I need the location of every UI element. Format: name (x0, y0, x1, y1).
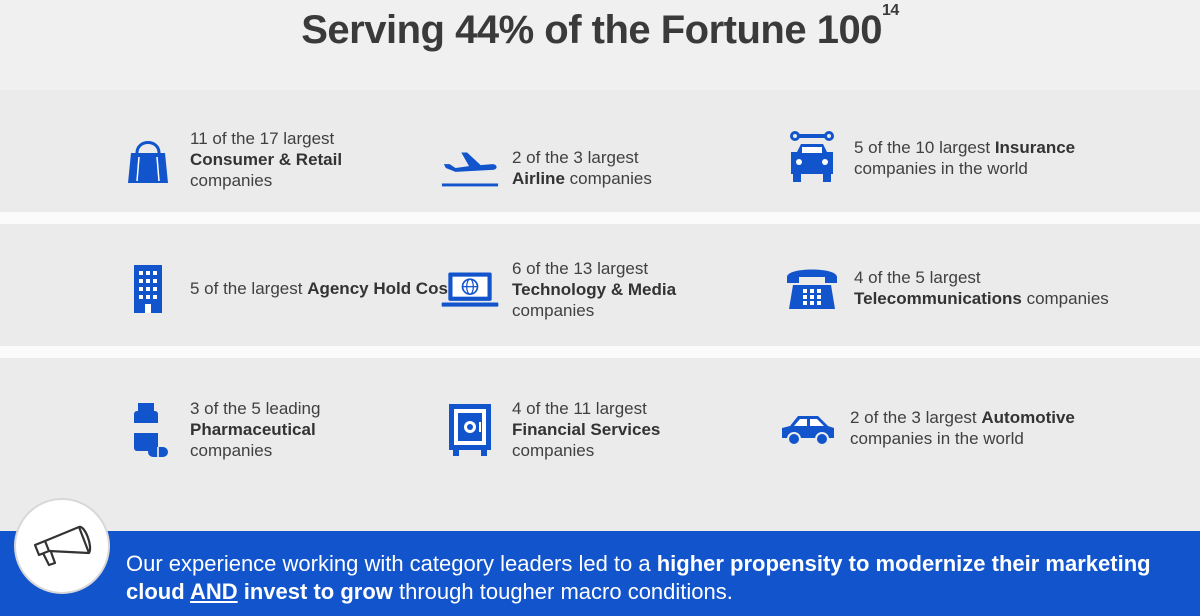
car-repair-icon (782, 128, 842, 188)
stat-financial: 4 of the 11 largest Financial Services com… (440, 398, 660, 461)
office-building-icon (118, 258, 178, 318)
stat-telecom: 4 of the 5 largest Telecommunications com… (782, 258, 1109, 318)
row-band-2 (0, 224, 1200, 346)
stat-text: 2 of the 3 largest Airline companies (512, 148, 652, 188)
footnote-marker: 14 (881, 2, 899, 19)
airplane-icon (440, 138, 500, 198)
stat-agency: 5 of the largest Agency Hold Cos (118, 258, 448, 318)
laptop-globe-icon (440, 260, 500, 320)
row-band-1 (0, 90, 1200, 212)
shopping-bag-icon (118, 130, 178, 190)
stat-airline: 2 of the 3 largest Airline companies (440, 138, 652, 198)
row-band-3 (0, 358, 1200, 531)
car-icon (778, 398, 838, 458)
page-title: Serving 44% of the Fortune 10014 (301, 2, 899, 52)
stat-text: 4 of the 11 largest Financial Services com… (512, 399, 661, 460)
stat-text: 6 of the 13 largest Technology & Media com… (512, 259, 677, 320)
stat-automotive: 2 of the 3 largest Automotive companies i… (778, 398, 1075, 458)
footer-banner (0, 531, 1200, 616)
safe-icon (440, 400, 500, 460)
stat-text: 4 of the 5 largest Telecommunications com… (854, 268, 1109, 308)
row-divider (0, 346, 1200, 358)
stat-text: 3 of the 5 leading Pharmaceutical companie… (190, 399, 321, 460)
stat-text: 2 of the 3 largest Automotive companies i… (850, 408, 1075, 448)
stat-technology: 6 of the 13 largest Technology & Media com… (440, 258, 676, 321)
stat-text: 11 of the 17 largest Consumer & Retail com… (190, 129, 343, 190)
stat-pharmaceutical: 3 of the 5 leading Pharmaceutical companie… (118, 398, 320, 461)
stat-consumer-retail: 11 of the 17 largest Consumer & Retail com… (118, 128, 342, 191)
stat-insurance: 5 of the 10 largest Insurance companies i… (782, 128, 1075, 188)
pill-bottle-icon (118, 400, 178, 460)
stat-text: 5 of the largest Agency Hold Cos (190, 278, 448, 298)
megaphone-icon (14, 498, 110, 594)
telephone-icon (782, 258, 842, 318)
footer-message: Our experience working with category lea… (126, 551, 1151, 604)
stat-text: 5 of the 10 largest Insurance companies i… (854, 138, 1076, 178)
row-divider (0, 212, 1200, 224)
